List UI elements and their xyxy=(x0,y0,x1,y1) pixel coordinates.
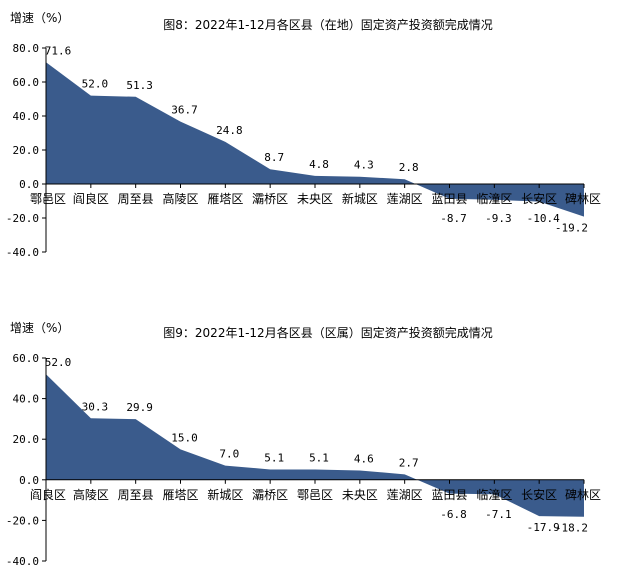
chart-fig9-title: 图9：2022年1-12月各区县（区属）固定资产投资额完成情况 xyxy=(163,325,492,340)
chart-fig8-data-label: 36.7 xyxy=(171,104,198,117)
chart-fig8-category-label: 未央区 xyxy=(297,192,333,206)
chart-fig8-y-tick-label: 0.0 xyxy=(19,178,39,191)
chart-fig8-data-label: 51.3 xyxy=(126,79,153,92)
chart-fig8-y-tick-label: 80.0 xyxy=(13,42,40,55)
chart-fig9-data-label: 2.7 xyxy=(399,456,419,469)
chart-fig9-data-label: 52.0 xyxy=(45,356,72,369)
chart-fig9-category-label: 蓝田县 xyxy=(431,488,467,502)
chart-fig8-data-label: 24.8 xyxy=(216,124,243,137)
chart-fig8-category-label: 鄠邑区 xyxy=(30,192,66,206)
chart-fig9-y-tick-label: -40.0 xyxy=(6,555,39,568)
chart-fig9-y-tick-label: -20.0 xyxy=(6,514,39,527)
chart-fig9-y-tick-label: 20.0 xyxy=(13,433,40,446)
chart-fig8-ylabel: 增速（%） xyxy=(10,11,69,25)
chart-fig8-data-label: -8.7 xyxy=(440,212,467,225)
chart-fig8-category-label: 新城区 xyxy=(342,191,378,206)
chart-fig9-data-label: 4.6 xyxy=(354,452,374,465)
chart-fig9-category-label: 阎良区 xyxy=(30,487,66,502)
chart-fig9-data-label: 30.3 xyxy=(82,400,109,413)
chart-fig8-category-label: 碑林区 xyxy=(565,191,601,206)
chart-fig8-category-label: 蓝田县 xyxy=(431,192,467,206)
chart-fig9-data-label: -6.8 xyxy=(440,508,467,521)
chart-fig9-category-label: 灞桥区 xyxy=(252,488,288,502)
chart-fig9: 增速（%） 图9：2022年1-12月各区县（区属）固定资产投资额完成情况 60… xyxy=(0,292,617,584)
chart-fig8-data-label: -19.2 xyxy=(555,222,588,235)
chart-fig8-data-label: 8.7 xyxy=(264,151,284,164)
chart-fig9-category-label: 高陵区 xyxy=(73,487,109,502)
chart-fig8-area-series xyxy=(46,62,584,217)
chart-fig8-data-label: 4.8 xyxy=(309,158,329,171)
chart-fig9-data-label: 5.1 xyxy=(264,451,284,464)
chart-fig9-y-tick-label: 40.0 xyxy=(13,393,40,406)
chart-fig8-category-label: 阎良区 xyxy=(73,191,109,206)
chart-fig9-data-label: 7.0 xyxy=(219,448,239,461)
chart-fig9-data-label: 15.0 xyxy=(171,431,198,444)
chart-fig9-category-label: 鄠邑区 xyxy=(297,488,333,502)
chart-fig9-category-label: 莲湖区 xyxy=(387,487,423,502)
chart-fig8-data-label: 2.8 xyxy=(399,161,419,174)
chart-fig9-category-label: 周至县 xyxy=(118,488,154,502)
chart-fig8-title: 图8：2022年1-12月各区县（在地）固定资产投资额完成情况 xyxy=(163,17,492,32)
chart-fig8-category-label: 高陵区 xyxy=(162,191,198,206)
chart-fig8: 增速（%） 图8：2022年1-12月各区县（在地）固定资产投资额完成情况 80… xyxy=(6,11,601,259)
chart-fig9-data-label: 29.9 xyxy=(126,401,153,414)
chart-fig9-category-label: 临潼区 xyxy=(476,487,512,502)
chart-fig9-category-label: 碑林区 xyxy=(565,487,601,502)
chart-fig8-category-label: 长安区 xyxy=(521,191,557,206)
chart-fig9-category-label: 长安区 xyxy=(521,487,557,502)
chart-fig8-category-label: 周至县 xyxy=(118,192,154,206)
chart-fig9-y-tick-label: 0.0 xyxy=(19,474,39,487)
chart-fig9-ylabel: 增速（%） xyxy=(10,321,69,335)
chart-fig8-y-tick-label: 40.0 xyxy=(13,110,40,123)
chart-fig9-category-label: 新城区 xyxy=(207,487,243,502)
chart-fig8-category-label: 灞桥区 xyxy=(252,192,288,206)
chart-fig8-data-label: 71.6 xyxy=(45,44,72,57)
chart-fig9-data-label: -7.1 xyxy=(485,508,512,521)
chart-fig9-data-label: -17.9 xyxy=(527,521,560,534)
chart-fig9-category-label: 未央区 xyxy=(342,488,378,502)
chart-fig8-svg: 增速（%） 图8：2022年1-12月各区县（在地）固定资产投资额完成情况 80… xyxy=(6,11,601,259)
chart-fig8-data-label: -9.3 xyxy=(485,212,512,225)
chart-fig8-data-label: -10.4 xyxy=(527,212,560,225)
chart-fig8-y-tick-label: 20.0 xyxy=(13,144,40,157)
chart-fig8-y-tick-label: -20.0 xyxy=(6,212,39,225)
chart-fig8-data-label: 4.3 xyxy=(354,159,374,172)
chart-fig8-category-label: 莲湖区 xyxy=(387,191,423,206)
chart-fig8-y-tick-label: 60.0 xyxy=(13,76,40,89)
chart-fig9-data-label: -18.2 xyxy=(555,522,588,535)
chart-fig8-data-label: 52.0 xyxy=(82,78,109,91)
chart-fig9-category-label: 雁塔区 xyxy=(162,488,198,502)
chart-fig8-category-label: 临潼区 xyxy=(476,191,512,206)
chart-fig9-data-label: 5.1 xyxy=(309,451,329,464)
chart-fig8-y-tick-label: -40.0 xyxy=(6,246,39,259)
chart-fig9-svg: 增速（%） 图9：2022年1-12月各区县（区属）固定资产投资额完成情况 60… xyxy=(6,321,601,568)
chart-fig9-y-tick-label: 60.0 xyxy=(13,352,40,365)
chart-fig8-category-label: 雁塔区 xyxy=(207,192,243,206)
